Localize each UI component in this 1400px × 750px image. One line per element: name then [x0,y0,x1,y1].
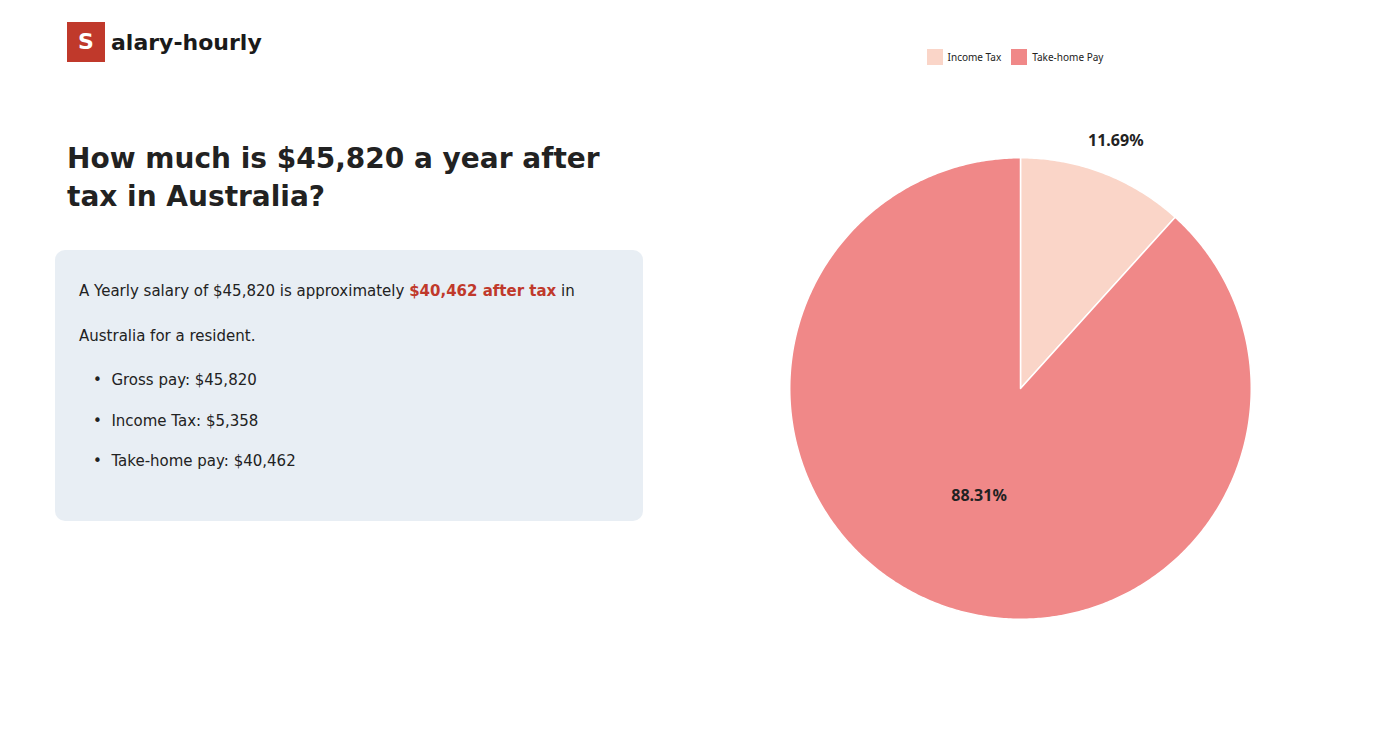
html-text:alary-hourly: alary-hourly [111,29,262,55]
html-text:S: S [78,29,94,54]
html-text:Take-home Pay: Take-home Pay [1032,49,1104,64]
html-text:Australia for a resident.: Australia for a resident. [79,326,256,345]
html-text:How much is $45,820 a year aft: How much is $45,820 a year after tax in … [67,142,600,213]
html-text:• Gross pay: $45,820: • Gross pay: $45,820 [93,371,257,389]
html-text:• Take-home pay: $40,462: • Take-home pay: $40,462 [93,452,296,470]
svg-text:88.31%: 88.31% [951,484,1007,506]
html-text:A Yearly salary of $45,820 is: A Yearly salary of $45,820 is approximat… [79,282,575,300]
html-text:Income Tax: Income Tax [947,49,1002,64]
svg-text:11.69%: 11.69% [1088,129,1144,151]
html-text:• Income Tax: $5,358: • Income Tax: $5,358 [93,411,259,430]
